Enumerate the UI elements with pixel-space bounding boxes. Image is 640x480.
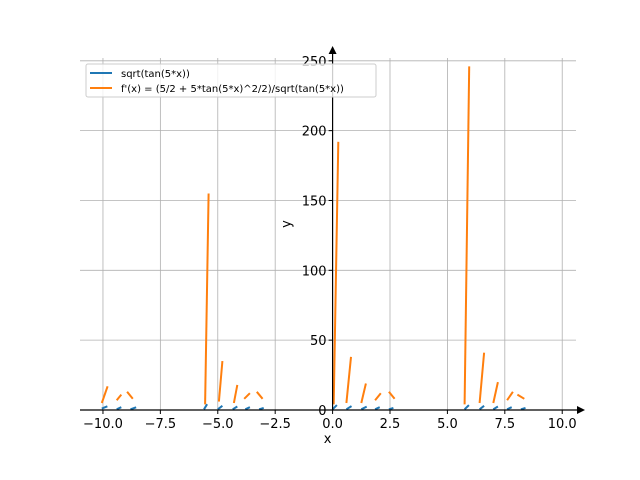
series-1-segment <box>506 391 514 401</box>
x-tick-label: −2.5 <box>259 417 291 432</box>
legend-label-series-1: f'(x) = (5/2 + 5*tan(5*x)^2/2)/sqrt(tan(… <box>121 84 344 95</box>
series-1-segment <box>332 141 340 405</box>
series-1-segment <box>516 393 525 400</box>
x-tick-label: 0.0 <box>322 417 343 432</box>
x-tick-label: −10.0 <box>83 417 123 432</box>
series-1-segment <box>115 393 123 401</box>
series-1-segment <box>243 392 251 400</box>
x-axis-label: x <box>324 432 332 447</box>
series-0-segment <box>244 406 251 411</box>
series-0-segment <box>388 406 394 411</box>
axes <box>80 46 585 414</box>
series-0-segment <box>116 406 122 411</box>
series-1-segment <box>126 391 134 400</box>
series-1-segment <box>217 361 224 402</box>
series-1-segment <box>360 383 367 404</box>
y-tick-label: 200 <box>302 125 327 140</box>
series-0-segment <box>506 406 513 411</box>
series-0-segment <box>345 404 353 411</box>
series-1-segment <box>204 193 210 405</box>
tick-marks: −10.0 −7.5 −5.0 −2.5 0.0 2.5 5.0 7.5 10.0 0 50 100 1… <box>83 55 577 432</box>
series-0-segment <box>478 405 485 411</box>
y-tick-label: 50 <box>310 334 327 349</box>
series-0-segment <box>101 404 110 410</box>
series-0-segment <box>217 405 224 411</box>
legend: sqrt(tan(5*x)) f'(x) = (5/2 + 5*tan(5*x)… <box>85 63 377 98</box>
series-0-segment <box>463 402 472 411</box>
y-tick-label: 100 <box>302 264 327 279</box>
series-0-segment <box>258 406 264 411</box>
series-1-segment <box>100 385 109 404</box>
series-layer <box>100 66 526 411</box>
x-axis-arrow <box>577 406 585 414</box>
series-0-segment <box>492 405 499 411</box>
y-tick-label: 0 <box>318 404 326 419</box>
x-tick-label: 5.0 <box>437 417 458 432</box>
series-1-segment <box>345 356 352 404</box>
series-1-segment <box>256 391 264 400</box>
y-axis-label: y <box>280 220 295 228</box>
series-1-segment <box>492 381 499 404</box>
series-1-segment <box>388 391 396 400</box>
series-0-segment <box>203 403 209 410</box>
series-1-segment <box>232 384 239 404</box>
series-1-segment <box>478 352 486 404</box>
series-0-segment <box>331 402 340 411</box>
series-0 <box>101 402 526 411</box>
y-tick-label: 150 <box>302 194 327 209</box>
x-tick-label: 10.0 <box>548 417 577 432</box>
x-tick-label: −5.0 <box>202 417 234 432</box>
x-tick-label: −7.5 <box>145 417 177 432</box>
series-1-segment <box>463 66 471 405</box>
series-0-segment <box>374 406 381 411</box>
series-0-segment <box>232 405 238 411</box>
x-tick-label: 2.5 <box>380 417 401 432</box>
series-0-segment <box>360 405 368 411</box>
series-0-segment <box>520 406 526 411</box>
y-axis-arrow <box>328 46 337 54</box>
grid-lines <box>80 58 576 411</box>
series-0-segment <box>130 406 137 411</box>
x-tick-label: 7.5 <box>494 417 515 432</box>
legend-box <box>85 63 377 98</box>
series-1 <box>100 66 525 405</box>
legend-label-series-0: sqrt(tan(5*x)) <box>121 69 190 80</box>
series-1-segment <box>374 392 382 401</box>
